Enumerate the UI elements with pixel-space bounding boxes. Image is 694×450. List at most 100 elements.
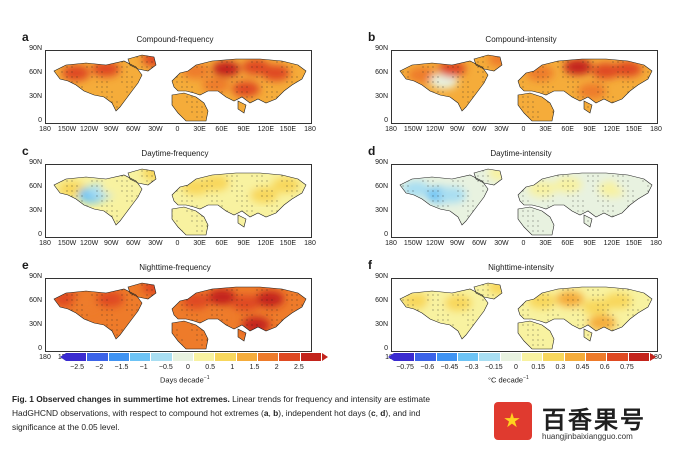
lon-label: 60W <box>126 240 141 247</box>
lon-label: 150E <box>625 126 643 133</box>
lat-label: 0 <box>384 345 388 352</box>
lat-label: 90N <box>375 159 388 166</box>
coastline <box>517 58 653 104</box>
lon-label: 150W <box>403 240 423 247</box>
panel-title: Daytime-intensity <box>490 149 552 158</box>
lat-label: 30N <box>375 93 388 100</box>
lon-label: 150E <box>279 240 297 247</box>
lon-label: 90E <box>237 240 250 247</box>
lon-label: 180 <box>650 240 662 247</box>
trend-field <box>54 55 306 121</box>
lon-label: 30W <box>494 126 509 133</box>
colorbar-cell <box>66 353 88 361</box>
coastline <box>171 92 209 122</box>
colorbar-tick: 0.75 <box>620 364 634 371</box>
panel-title: Daytime-frequency <box>141 149 209 158</box>
lon-label: 90E <box>583 240 596 247</box>
coastline <box>583 214 593 228</box>
coastline <box>517 172 653 218</box>
lat-label: 30N <box>29 207 42 214</box>
coastline <box>517 320 555 350</box>
lon-label: 180 <box>39 126 51 133</box>
panel-title: Compound-frequency <box>136 35 214 44</box>
caption-ref-b: b <box>273 408 279 418</box>
colorbar-tick: −0.45 <box>440 364 459 371</box>
colorbar-tick: −0.6 <box>420 364 435 371</box>
lat-label: 0 <box>384 117 388 124</box>
lon-label: 150E <box>279 126 297 133</box>
caption-text-line2c: ), and ind <box>385 408 421 418</box>
lon-label: 90E <box>237 126 250 133</box>
coastline <box>399 60 489 112</box>
colorbar-cell <box>151 353 173 361</box>
colorbar-cell <box>236 353 258 361</box>
panel-letter: e <box>22 258 29 272</box>
lat-label: 90N <box>375 45 388 52</box>
coastline <box>399 288 489 340</box>
coastline <box>473 168 503 186</box>
lat-label: 0 <box>38 231 42 238</box>
caption-bold-title: Observed changes in summertime hot extre… <box>36 394 230 404</box>
lon-label: 0 <box>175 126 180 133</box>
coastline <box>473 282 503 300</box>
colorbar-cell <box>129 353 152 361</box>
colorbar-cell <box>87 353 109 361</box>
lon-label: 120W <box>426 126 445 133</box>
coastline <box>517 286 653 332</box>
colorbar-freq <box>60 353 328 361</box>
trend-field <box>400 169 652 235</box>
trend-map <box>53 54 307 122</box>
colorbar-cell <box>585 353 608 361</box>
map-a <box>45 50 312 124</box>
colorbar-cell <box>394 353 416 361</box>
lon-label: 60W <box>472 240 487 247</box>
lon-label: 60W <box>472 126 487 133</box>
colorbar-tick: 1.5 <box>249 364 260 371</box>
lon-label: 90W <box>450 240 465 247</box>
trend-map <box>399 282 653 350</box>
lat-label: 0 <box>38 117 42 124</box>
colorbar-tick: −0.3 <box>464 364 479 371</box>
coastline <box>583 100 593 114</box>
colorbar-cell <box>279 353 301 361</box>
colorbar-extend-left <box>388 353 394 361</box>
colorbar-cell <box>500 353 522 361</box>
lat-label: 30N <box>375 321 388 328</box>
map-panel-b: b Compound-intensity 90N 60N 30N 0 180 150W 120W… <box>346 30 666 156</box>
lon-label: 30W <box>148 240 163 247</box>
lon-label: 90E <box>583 126 596 133</box>
panel-letter: d <box>368 144 376 158</box>
panel-letter: b <box>368 30 376 44</box>
colorbar-tick: 0.15 <box>531 364 545 371</box>
coastline <box>237 214 247 228</box>
lon-label: 120E <box>603 240 621 247</box>
figure-caption: Fig. 1 Observed changes in summertime ho… <box>12 394 431 432</box>
lon-label: 0 <box>175 240 180 247</box>
colorbar-tick: 2 <box>274 364 279 371</box>
coastline <box>517 92 555 122</box>
panel-title: Nighttime-frequency <box>139 263 211 272</box>
colorbar-tick: 0.5 <box>205 364 216 371</box>
colorbar-tick: 0.3 <box>555 364 566 371</box>
lon-label: 0 <box>521 240 526 247</box>
colorbar-tick: −0.75 <box>396 364 414 371</box>
coastline <box>517 206 555 236</box>
colorbar-tick: −1 <box>139 364 148 371</box>
lat-label: 60N <box>375 183 388 190</box>
lon-label: 120E <box>257 240 275 247</box>
lon-label: 30E <box>539 240 552 247</box>
watermark-logo: ★ <box>494 402 532 440</box>
colorbar-tick: 2.5 <box>294 364 304 371</box>
colorbar-cell <box>436 353 458 361</box>
coastline <box>53 288 143 340</box>
coastline <box>171 206 209 236</box>
lon-label: 30W <box>494 240 509 247</box>
trend-field <box>400 55 652 121</box>
lat-label: 30N <box>29 93 42 100</box>
lon-label: 60E <box>215 126 228 133</box>
caption-ref-c: c <box>370 408 376 418</box>
lon-label: 180 <box>39 240 51 247</box>
colorbar-tick: 0.45 <box>575 364 590 371</box>
caption-ref-a: a <box>263 408 269 418</box>
